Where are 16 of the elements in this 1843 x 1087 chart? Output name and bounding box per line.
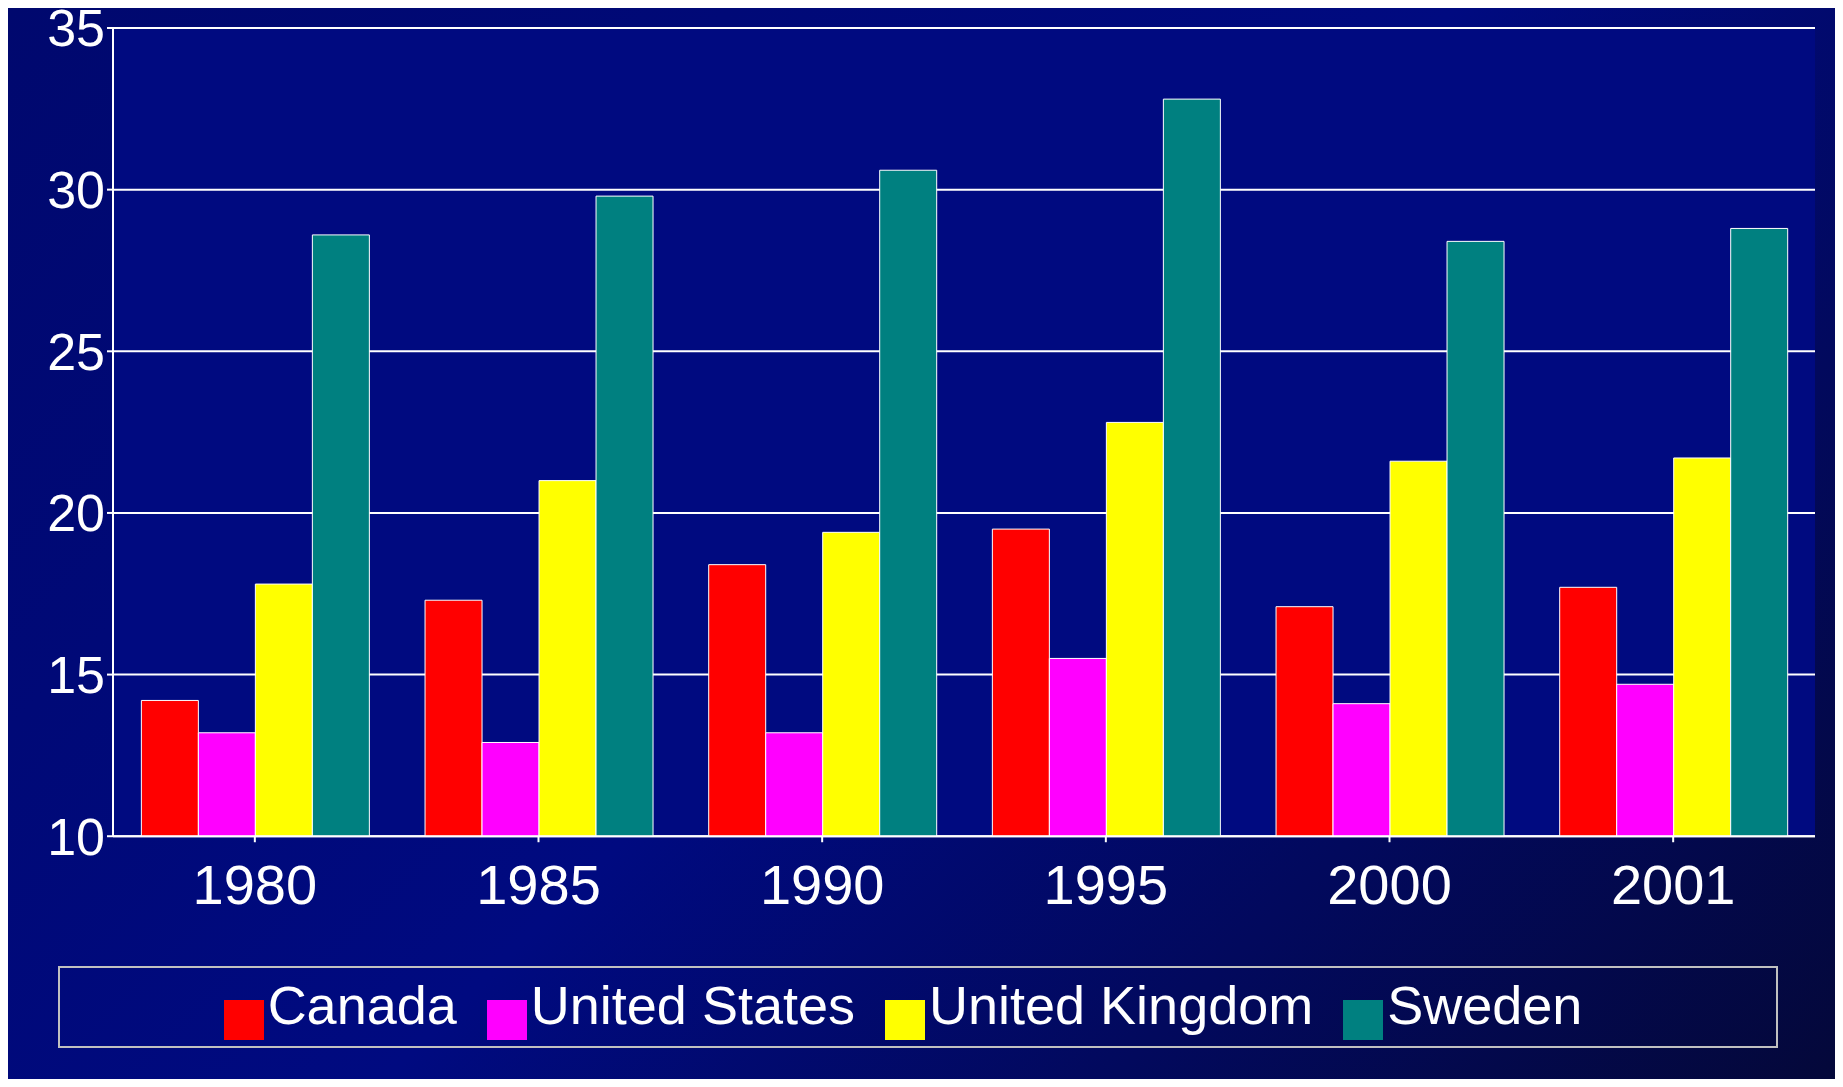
y-tick-label: 15 (47, 646, 105, 705)
x-tick-label: 1980 (192, 852, 318, 916)
y-tick-label: 35 (47, 0, 105, 58)
y-tick-label: 10 (47, 807, 105, 866)
x-tick-label: 1990 (759, 852, 885, 916)
legend-label: United States (530, 975, 855, 1036)
y-tick-label: 20 (47, 484, 105, 543)
x-tick-label: 1995 (1043, 852, 1169, 916)
x-tick-label: 2001 (1610, 852, 1736, 916)
y-tick-label: 25 (47, 322, 105, 381)
legend-label: United Kingdom (928, 975, 1314, 1036)
y-tick-label: 30 (47, 161, 105, 220)
x-tick-label: 1985 (476, 852, 601, 916)
x-tick-label: 2000 (1327, 852, 1452, 916)
legend-label: Sweden (1387, 975, 1583, 1036)
legend-label: Canada (267, 975, 457, 1036)
